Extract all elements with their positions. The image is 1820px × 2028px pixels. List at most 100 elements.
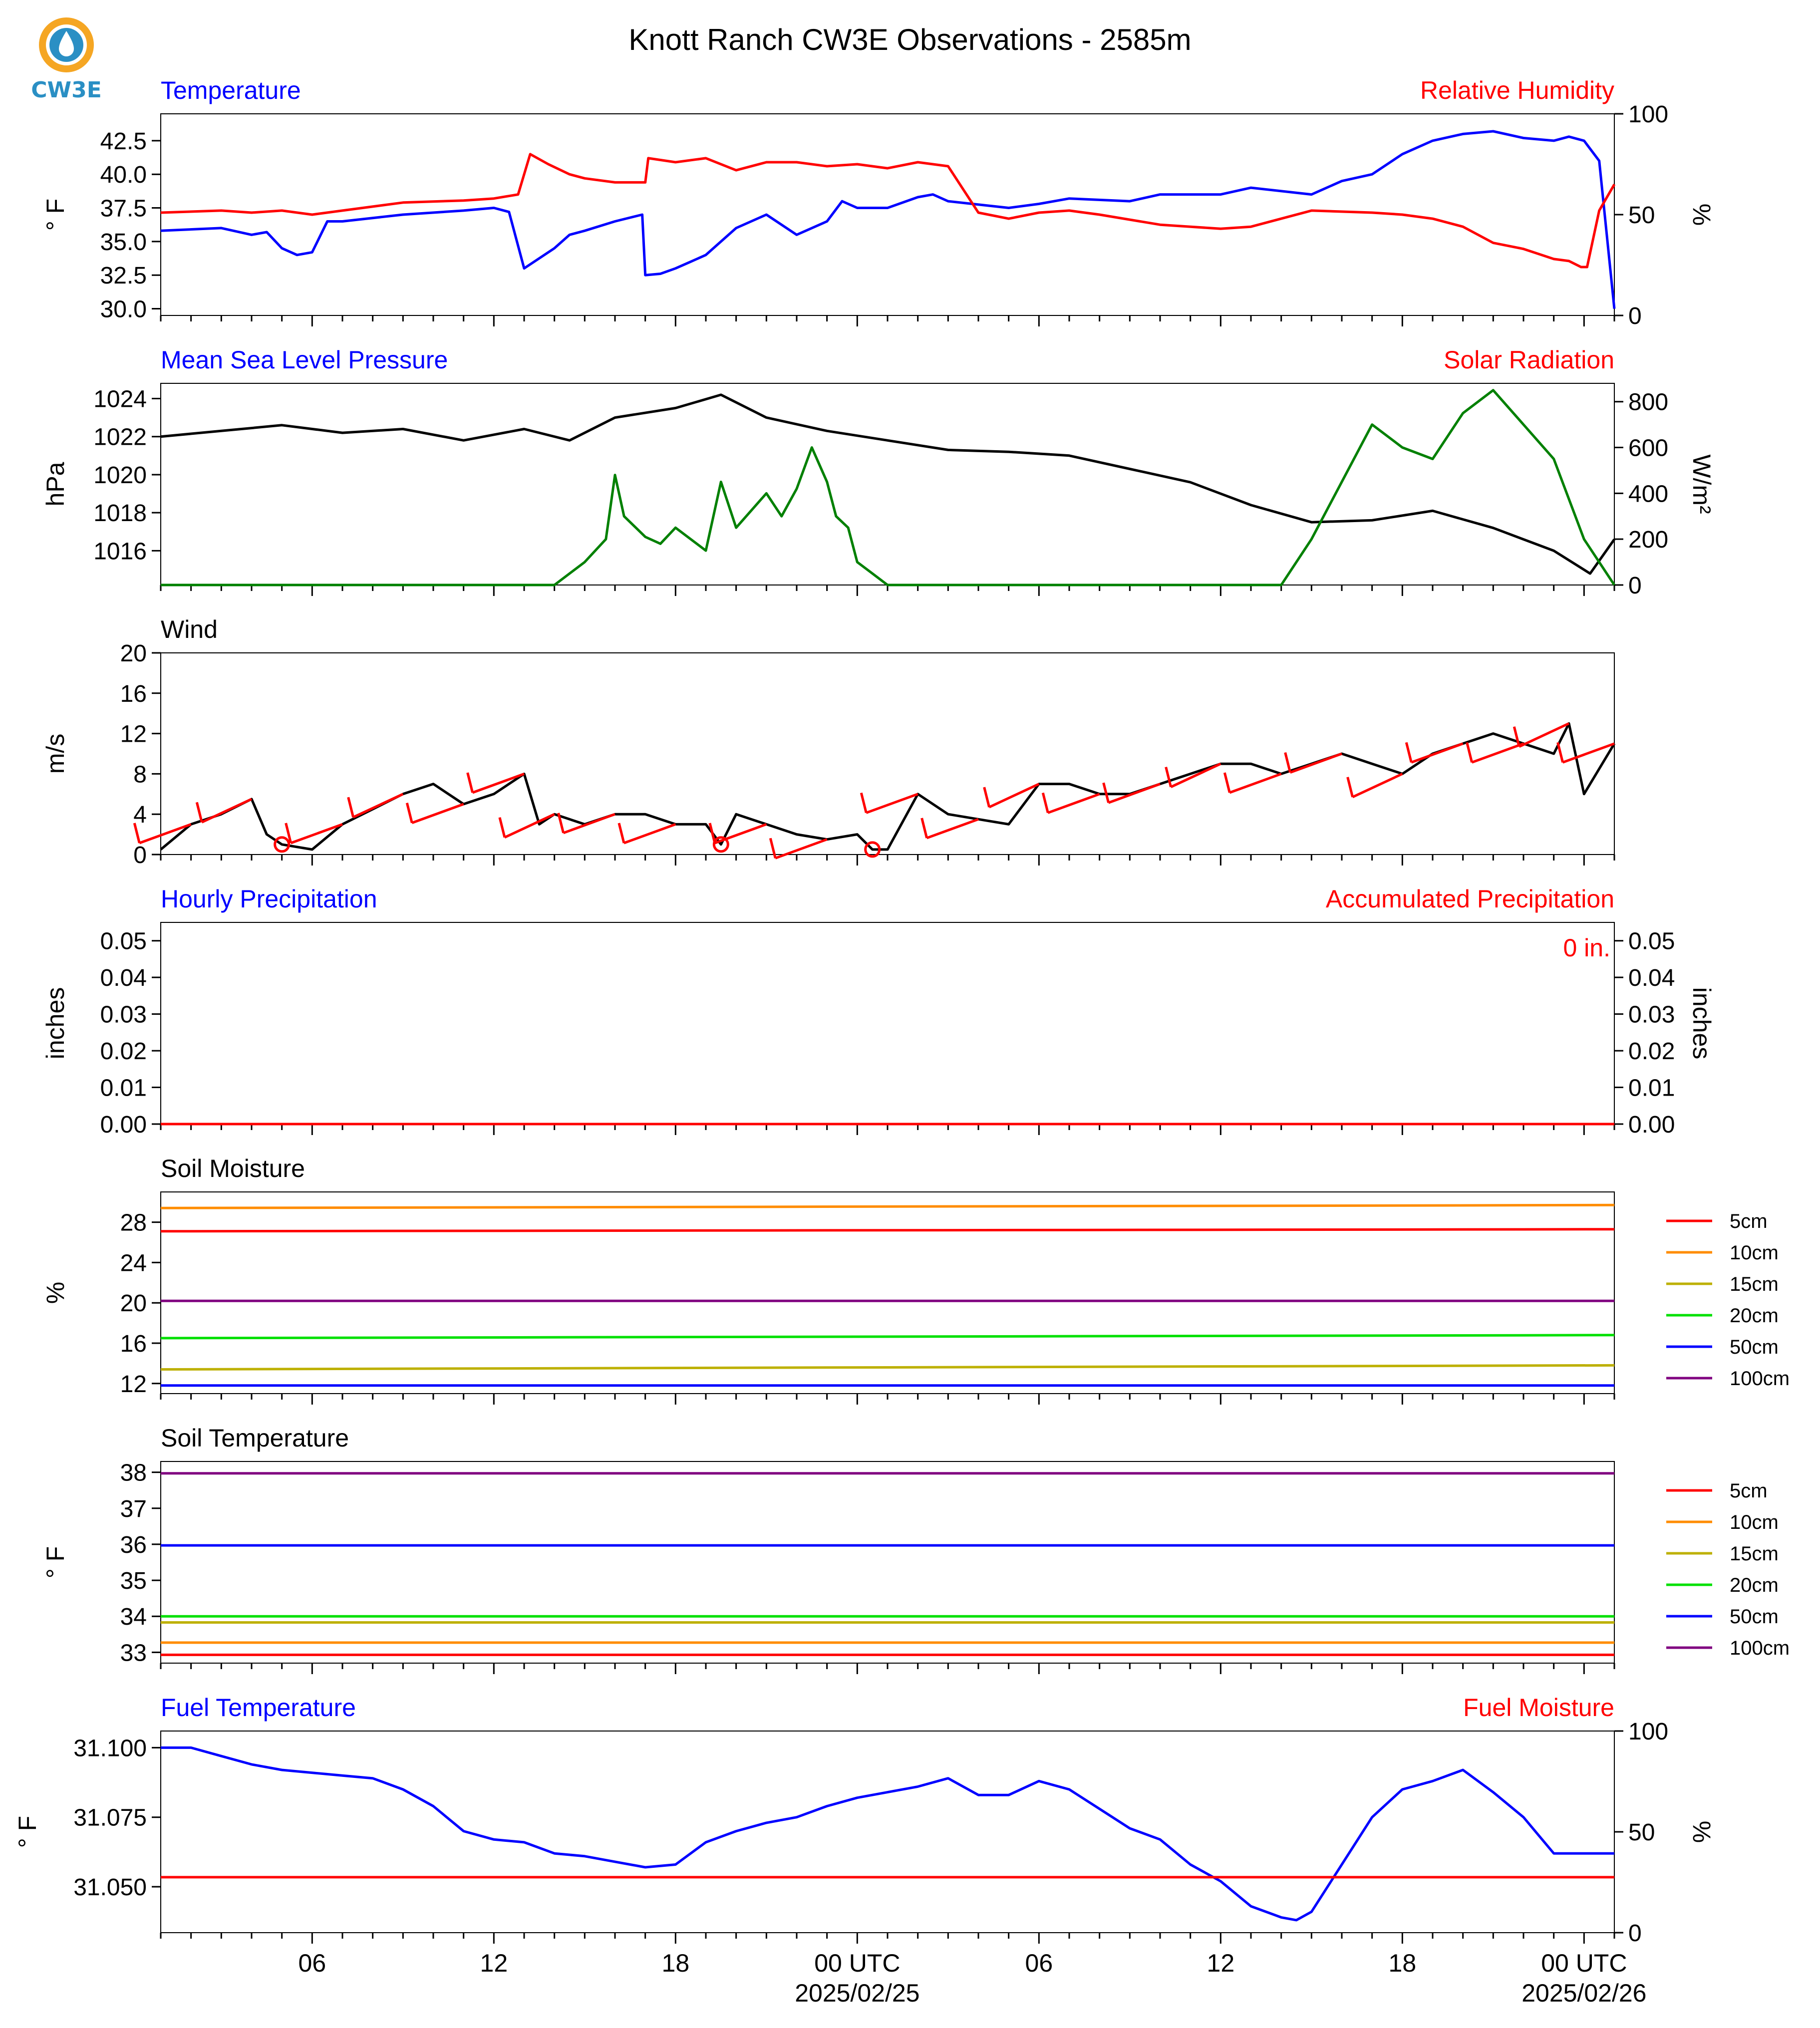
legend-label-10cm: 10cm: [1730, 1242, 1779, 1264]
wind-barb-flag: [920, 818, 928, 839]
series-line-1: [160, 393, 1616, 575]
wind-barb: [1352, 773, 1403, 799]
calm-wind-marker: [274, 836, 291, 853]
y-axis-label: %: [41, 1282, 69, 1304]
wind-barb: [1289, 752, 1342, 774]
y-tick-label: 37.5: [100, 196, 147, 222]
legend-label-20cm: 20cm: [1730, 1574, 1779, 1596]
y-tick-label: 37: [120, 1496, 147, 1522]
wind-barb: [1047, 793, 1100, 814]
y-tick-label: 0.04: [100, 965, 147, 991]
y-tick-label: 16: [120, 681, 147, 707]
y-right-tick-label: 0.00: [1628, 1112, 1675, 1138]
y-right-tick-label: 200: [1628, 527, 1668, 553]
wind-barb-flag: [860, 792, 868, 814]
wind-barb-flag: [1346, 777, 1354, 798]
plot-frame: [160, 383, 1615, 585]
y-right-tick-label: 0.04: [1628, 965, 1675, 991]
y-tick-label: 0.05: [100, 928, 147, 955]
wind-barb-flag: [133, 823, 141, 844]
y-axis-label: m/s: [41, 734, 69, 774]
series-line-10cm: [160, 1203, 1615, 1209]
y-tick-label: 0: [133, 842, 147, 869]
wind-barb-flag: [1102, 782, 1110, 803]
y-tick-label: 20: [120, 640, 147, 667]
calm-wind-marker: [864, 841, 881, 858]
y-tick-label: 34: [120, 1604, 147, 1630]
logo-drop-icon: [59, 31, 74, 56]
x-date-label: 2025/02/25: [795, 1979, 919, 2007]
y-axis-label: inches: [41, 987, 69, 1060]
wind-barb: [411, 803, 464, 824]
y-right-tick-label: 0.01: [1628, 1075, 1675, 1102]
y-tick-label: 1022: [93, 424, 147, 451]
y-right-tick-label: 50: [1628, 202, 1655, 229]
y-tick-label: 1024: [93, 386, 147, 412]
y-tick-label: 40.0: [100, 162, 147, 188]
panel-title: Temperature: [161, 76, 301, 104]
plot-frame: [160, 652, 1615, 855]
wind-barb: [775, 838, 828, 860]
y-tick-label: 30.0: [100, 296, 147, 323]
panel-title: Soil Temperature: [161, 1424, 349, 1452]
y-right-tick-label: 600: [1628, 435, 1668, 462]
series-line-1: [160, 130, 1616, 309]
panel-title: Wind: [161, 615, 218, 643]
legend-label-50cm: 50cm: [1730, 1606, 1779, 1628]
series-line-5cm: [160, 1228, 1615, 1233]
wind-barb-flag: [466, 772, 474, 793]
wind-barb: [1518, 722, 1570, 748]
plot-frame: [160, 1731, 1615, 1933]
series-line-1: [161, 1746, 1614, 1922]
y-tick-label: 31.050: [73, 1874, 147, 1901]
y-tick-label: 16: [120, 1331, 147, 1357]
legend-label-5cm: 5cm: [1730, 1480, 1768, 1502]
legend-label-100cm: 100cm: [1730, 1368, 1790, 1390]
wind-barb: [563, 813, 615, 835]
wind-barb: [988, 783, 1040, 809]
x-tick-label: 00 UTC: [1541, 1949, 1627, 1977]
cw3e-logo: CW3E: [31, 17, 102, 103]
wind-barb-flag: [1284, 752, 1292, 773]
legend-label-10cm: 10cm: [1730, 1511, 1779, 1533]
wind-barb: [290, 823, 343, 845]
y-tick-label: 1020: [93, 462, 147, 489]
series-line-2: [161, 389, 1616, 586]
y-right-tick-label: 100: [1628, 101, 1668, 128]
series-line-15cm: [160, 1364, 1615, 1371]
legend-label-20cm: 20cm: [1730, 1305, 1779, 1327]
y-right-axis-label: %: [1688, 204, 1716, 226]
y-tick-label: 0.02: [100, 1038, 147, 1065]
y-tick-label: 42.5: [100, 128, 147, 155]
x-tick-label: 12: [480, 1949, 508, 1977]
panel-title-right: Solar Radiation: [1444, 346, 1614, 374]
wind-barb: [504, 813, 555, 839]
legend-label-5cm: 5cm: [1730, 1210, 1768, 1232]
wind-barb: [472, 773, 525, 794]
x-tick-label: 18: [1389, 1949, 1417, 1977]
y-tick-label: 35.0: [100, 229, 147, 256]
y-tick-label: 31.100: [73, 1735, 147, 1761]
wind-barb-flag: [195, 802, 203, 823]
wind-barb: [201, 798, 253, 824]
y-tick-label: 31.075: [73, 1805, 147, 1831]
panel-title: Mean Sea Level Pressure: [161, 346, 448, 374]
y-tick-label: 35: [120, 1568, 147, 1594]
y-axis-label: hPa: [41, 462, 69, 506]
y-tick-label: 36: [120, 1532, 147, 1558]
wind-barb-flag: [498, 817, 506, 838]
y-right-tick-label: 0: [1628, 1920, 1642, 1947]
y-right-tick-label: 0: [1628, 573, 1642, 599]
panel-title-right: Relative Humidity: [1420, 76, 1614, 104]
y-tick-label: 0.00: [100, 1112, 147, 1138]
wind-barb: [1562, 742, 1615, 764]
figure-title: Knott Ranch CW3E Observations - 2585m: [628, 23, 1191, 56]
panel-4: Hourly Precipitation Accumulated Precipit…: [41, 885, 1716, 1138]
x-tick-label: 12: [1207, 1949, 1235, 1977]
panel-6: Soil Temperature 33 34 35 36 37 38 ° F 5cm 10cm 15…: [41, 1424, 1790, 1674]
panel-1: Temperature Relative Humidity 30.0 32.5 35.0…: [41, 76, 1716, 329]
y-tick-label: 0.03: [100, 1002, 147, 1028]
wind-barb-flag: [1556, 742, 1564, 763]
